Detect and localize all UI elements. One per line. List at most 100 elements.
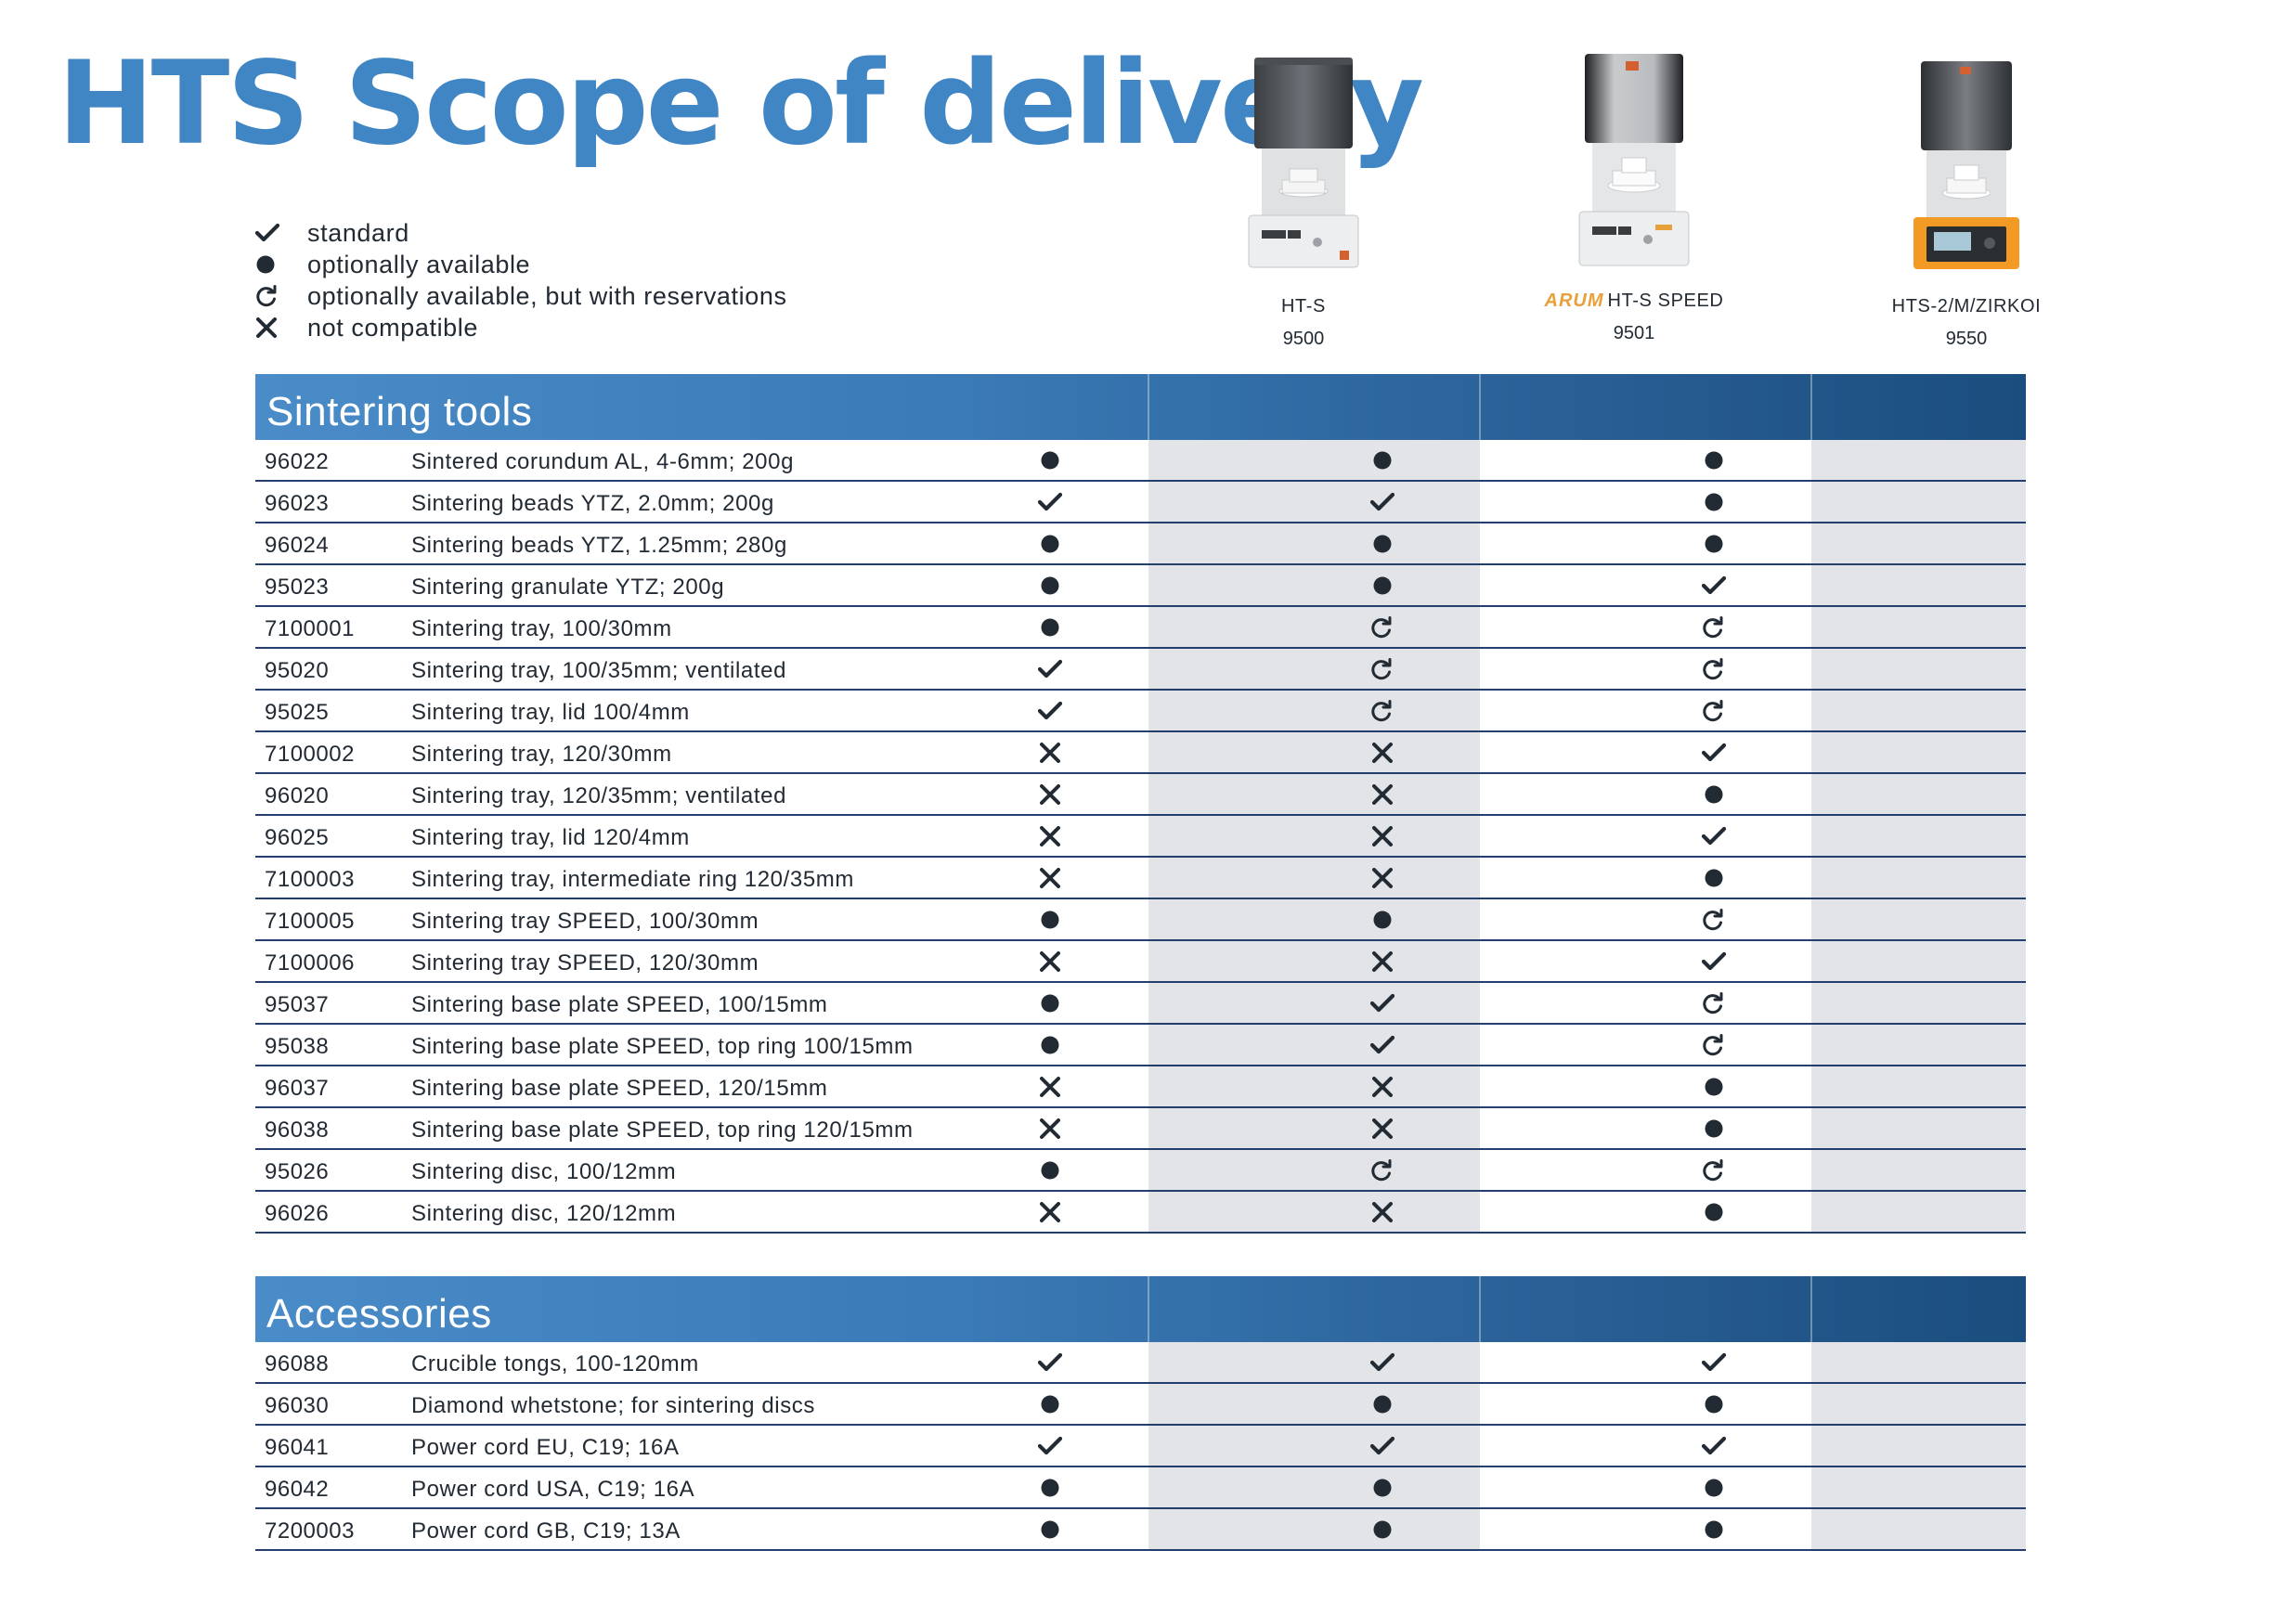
table-row: 96020 Sintering tray, 120/35mm; ventilate… — [255, 774, 2026, 816]
dot-icon — [1658, 858, 1770, 898]
product-number: 9501 — [1613, 323, 1655, 343]
dot-icon — [1658, 774, 1770, 814]
cross-icon — [1327, 1066, 1438, 1106]
article-description: Sintering tray SPEED, 100/30mm — [411, 909, 759, 934]
reservation-icon — [1658, 983, 1770, 1023]
column-shade — [1148, 440, 1480, 1234]
cross-icon — [994, 858, 1106, 898]
article-description: Sintering tray, 120/35mm; ventilated — [411, 783, 787, 808]
dot-icon — [994, 1509, 1106, 1549]
table-row: 96025 Sintering tray, lid 120/4mm — [255, 816, 2026, 858]
dot-icon — [994, 1384, 1106, 1424]
table-row: 96022 Sintered corundum AL, 4-6mm; 200g — [255, 440, 2026, 482]
article-number: 7200003 — [265, 1518, 355, 1544]
reservation-icon — [1327, 1150, 1438, 1190]
table-row: 96023 Sintering beads YTZ, 2.0mm; 200g — [255, 482, 2026, 523]
product-ht-s-speed: ARUM HT-S SPEED 9501 — [1495, 54, 1773, 344]
furnace-image — [1913, 61, 2019, 269]
reservation-icon — [1658, 1150, 1770, 1190]
check-icon — [255, 223, 307, 243]
reservation-icon — [1658, 899, 1770, 939]
legend-label: optionally available — [307, 250, 531, 278]
article-number: 95020 — [265, 658, 330, 683]
dot-icon — [994, 1150, 1106, 1190]
cross-icon — [994, 774, 1106, 814]
dot-icon — [994, 983, 1106, 1023]
section-header-sintering-tools: Sintering tools — [255, 374, 2026, 440]
article-description: Sintering tray, 100/35mm; ventilated — [411, 658, 787, 683]
check-icon — [1327, 983, 1438, 1023]
dot-icon — [994, 1467, 1106, 1507]
cross-icon — [1327, 732, 1438, 772]
product-ht-s: HT-S 9500 — [1164, 54, 1443, 350]
article-description: Sintering beads YTZ, 2.0mm; 200g — [411, 491, 774, 516]
dot-icon — [1658, 1384, 1770, 1424]
article-number: 96030 — [265, 1393, 330, 1418]
article-number: 96038 — [265, 1118, 330, 1143]
table-row: 7100001 Sintering tray, 100/30mm — [255, 607, 2026, 649]
table-row: 96030 Diamond whetstone; for sintering di… — [255, 1384, 2026, 1426]
article-description: Sintering tray, lid 100/4mm — [411, 700, 690, 725]
column-divider — [1810, 1276, 1812, 1342]
article-description: Sintering disc, 120/12mm — [411, 1201, 677, 1226]
cross-icon — [1327, 1108, 1438, 1148]
dot-icon — [1658, 1108, 1770, 1148]
table-row: 7100005 Sintering tray SPEED, 100/30mm — [255, 899, 2026, 941]
table-row: 96037 Sintering base plate SPEED, 120/15m… — [255, 1066, 2026, 1108]
article-description: Power cord USA, C19; 16A — [411, 1477, 695, 1502]
article-number: 95025 — [265, 700, 330, 725]
product-name: HT-S — [1281, 296, 1326, 317]
product-hts-2: HTS-2/M/ZIRKOI 9550 — [1827, 54, 2106, 350]
article-description: Sintering base plate SPEED, top ring 120… — [411, 1118, 914, 1143]
article-description: Sintering tray SPEED, 120/30mm — [411, 950, 759, 975]
table-row: 96042 Power cord USA, C19; 16A — [255, 1467, 2026, 1509]
reservation-icon — [1327, 649, 1438, 689]
check-icon — [1327, 1426, 1438, 1466]
check-icon — [1327, 482, 1438, 522]
reservation-icon — [1327, 691, 1438, 730]
dot-icon — [1327, 1467, 1438, 1507]
dot-icon — [1327, 523, 1438, 563]
table-row: 7100002 Sintering tray, 120/30mm — [255, 732, 2026, 774]
reservation-icon — [1327, 607, 1438, 647]
cross-icon — [994, 1192, 1106, 1232]
dot-icon — [1327, 565, 1438, 605]
table-row: 95020 Sintering tray, 100/35mm; ventilate… — [255, 649, 2026, 691]
check-icon — [994, 691, 1106, 730]
dot-icon — [1658, 1467, 1770, 1507]
legend-label: not compatible — [307, 313, 479, 342]
check-icon — [1327, 1025, 1438, 1065]
dot-icon — [1658, 440, 1770, 480]
article-number: 96022 — [265, 449, 330, 474]
reservation-icon — [1658, 649, 1770, 689]
dot-icon — [1658, 482, 1770, 522]
legend-item: optionally available, but with reservati… — [255, 280, 787, 312]
table-row: 95038 Sintering base plate SPEED, top rin… — [255, 1025, 2026, 1066]
article-number: 95037 — [265, 992, 330, 1017]
column-shade — [1148, 1342, 1480, 1551]
column-shade — [1811, 440, 2026, 1234]
table-row: 96024 Sintering beads YTZ, 1.25mm; 280g — [255, 523, 2026, 565]
table-row: 96026 Sintering disc, 120/12mm — [255, 1192, 2026, 1234]
column-divider — [1148, 374, 1149, 440]
article-description: Power cord EU, C19; 16A — [411, 1435, 680, 1460]
dot-icon — [994, 899, 1106, 939]
article-number: 7100006 — [265, 950, 355, 975]
dot-icon — [994, 523, 1106, 563]
legend-item: standard — [255, 217, 787, 249]
cross-icon — [1327, 858, 1438, 898]
check-icon — [994, 649, 1106, 689]
reservation-icon — [1658, 1025, 1770, 1065]
article-number: 95038 — [265, 1034, 330, 1059]
article-description: Sintering tray, 100/30mm — [411, 616, 672, 641]
check-icon — [994, 482, 1106, 522]
table-row: 7200003 Power cord GB, C19; 13A — [255, 1509, 2026, 1551]
dot-icon — [994, 440, 1106, 480]
article-number: 7100003 — [265, 867, 355, 892]
check-icon — [1658, 1426, 1770, 1466]
check-icon — [1327, 1342, 1438, 1382]
dot-icon — [994, 607, 1106, 647]
column-divider — [1148, 1276, 1149, 1342]
dot-icon — [1327, 1384, 1438, 1424]
article-number: 7100001 — [265, 616, 355, 641]
